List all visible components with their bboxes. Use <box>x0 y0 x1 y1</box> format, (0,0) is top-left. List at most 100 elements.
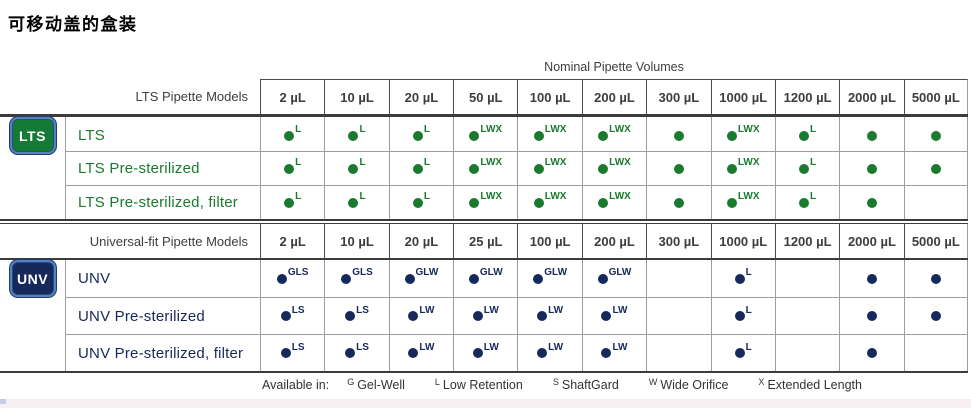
volume-header-cell: 100 µL <box>517 224 582 258</box>
dot-cell <box>903 117 968 154</box>
legend-superscript: X <box>758 377 765 387</box>
dot-icon <box>726 163 737 174</box>
dot-icon <box>799 197 810 208</box>
legend: Available in: G Gel-Well L Low Retention S Sh… <box>262 377 971 392</box>
legend-superscript: G <box>347 377 355 387</box>
dot-cell: L <box>388 117 453 154</box>
dot-cell: L <box>388 151 454 185</box>
badge-cell <box>0 297 65 334</box>
dot-superscript: LW <box>483 341 499 353</box>
dot-superscript: L <box>295 191 302 202</box>
dot-superscript: LS <box>291 341 305 353</box>
dot-superscript: GLW <box>544 267 568 278</box>
dot-cell <box>839 185 904 219</box>
dot-icon <box>866 311 877 321</box>
volume-header-cell: 2000 µL <box>839 224 904 258</box>
model-row: UNV UNV GLS GLS GLW GLW GLW GLW L <box>0 260 968 297</box>
dot-superscript: L <box>745 267 752 278</box>
dot-icon <box>412 197 423 208</box>
legend-label: Extended Length <box>767 378 862 392</box>
dot-icon <box>866 130 877 141</box>
dot-icon <box>930 163 941 174</box>
header-divider <box>0 114 968 117</box>
dot-superscript: LWX <box>609 157 631 168</box>
dot-icon <box>734 348 745 358</box>
dot-icon <box>601 311 612 321</box>
legend-prefix: Available in: <box>262 378 330 392</box>
dot-superscript: GLS <box>287 267 309 278</box>
dot-cell <box>646 334 711 371</box>
dot-icon <box>348 130 359 141</box>
dot-icon <box>348 163 359 174</box>
dot-superscript: LWX <box>480 157 503 168</box>
dot-icon <box>469 197 480 208</box>
dot-cell: L <box>260 117 324 154</box>
dot-superscript: LS <box>356 341 369 353</box>
dot-cell: LWX <box>710 185 775 219</box>
dot-icon <box>280 311 291 321</box>
dot-superscript: L <box>359 124 366 135</box>
dot-cell: LW <box>453 297 518 334</box>
dot-icon <box>533 130 544 141</box>
row-label: UNV <box>65 260 260 297</box>
legend-superscript: W <box>648 377 658 387</box>
dot-icon <box>598 163 609 174</box>
dot-cell: LWX <box>517 185 582 219</box>
nominal-volumes-heading: Nominal Pipette Volumes <box>544 60 684 74</box>
unv-header-divider <box>0 258 968 260</box>
volume-header-cell: 2 µL <box>260 224 325 258</box>
dot-superscript: L <box>745 341 752 353</box>
dot-cell: GLS <box>260 260 324 297</box>
badge-cell <box>0 151 65 185</box>
badge-cell: LTS <box>0 117 65 154</box>
dot-cell: LS <box>324 334 389 371</box>
dot-superscript: LWX <box>544 191 567 202</box>
dot-superscript: LWX <box>480 191 503 202</box>
dot-icon <box>799 130 810 141</box>
dot-icon <box>345 348 356 358</box>
volume-header-cell: 300 µL <box>646 79 711 114</box>
dot-cell: LWX <box>517 117 581 154</box>
dot-icon <box>472 311 483 321</box>
dot-superscript: LWX <box>737 157 760 168</box>
dot-superscript: LWX <box>609 191 631 202</box>
dot-icon <box>284 197 295 208</box>
dot-icon <box>469 163 480 174</box>
dot-superscript: LS <box>356 304 369 316</box>
dot-cell: LWX <box>453 117 517 154</box>
dot-cell <box>774 334 840 371</box>
dot-icon <box>412 130 423 141</box>
dot-icon <box>673 130 684 141</box>
dot-superscript: LWX <box>544 157 567 168</box>
dot-superscript: LS <box>291 304 305 316</box>
dot-icon <box>412 163 423 174</box>
dot-superscript: L <box>295 124 302 135</box>
dot-icon <box>348 197 359 208</box>
dot-superscript: L <box>359 157 366 168</box>
dot-cell <box>903 260 968 297</box>
dot-cell: L <box>260 185 325 219</box>
dot-icon <box>799 163 810 174</box>
dot-cell: LWX <box>581 117 646 154</box>
unv-header-row: Universal-fit Pipette Models 2 µL 10 µL 20… <box>0 224 968 258</box>
dot-cell <box>646 260 710 297</box>
dot-cell: L <box>710 297 775 334</box>
dot-cell: L <box>324 117 388 154</box>
volume-header-cell: 200 µL <box>581 224 647 258</box>
dot-superscript: LW <box>419 341 435 353</box>
dot-icon <box>866 163 877 174</box>
model-row: UNV Pre-sterilized, filter LS LS LW LW LW LW L <box>0 334 968 371</box>
dot-cell: GLW <box>388 260 453 297</box>
dot-icon <box>601 348 612 358</box>
dot-cell <box>646 117 710 154</box>
volume-header-cell: 1000 µL <box>710 79 775 114</box>
dot-superscript: L <box>423 191 430 202</box>
dot-superscript: GLW <box>479 267 503 278</box>
legend-label: Wide Orifice <box>660 378 729 392</box>
legend-item: X Extended Length <box>758 377 862 392</box>
volume-header-cell: 2 µL <box>260 79 325 114</box>
dot-cell <box>774 260 839 297</box>
dot-cell <box>646 151 711 185</box>
badge-cell <box>0 334 65 371</box>
